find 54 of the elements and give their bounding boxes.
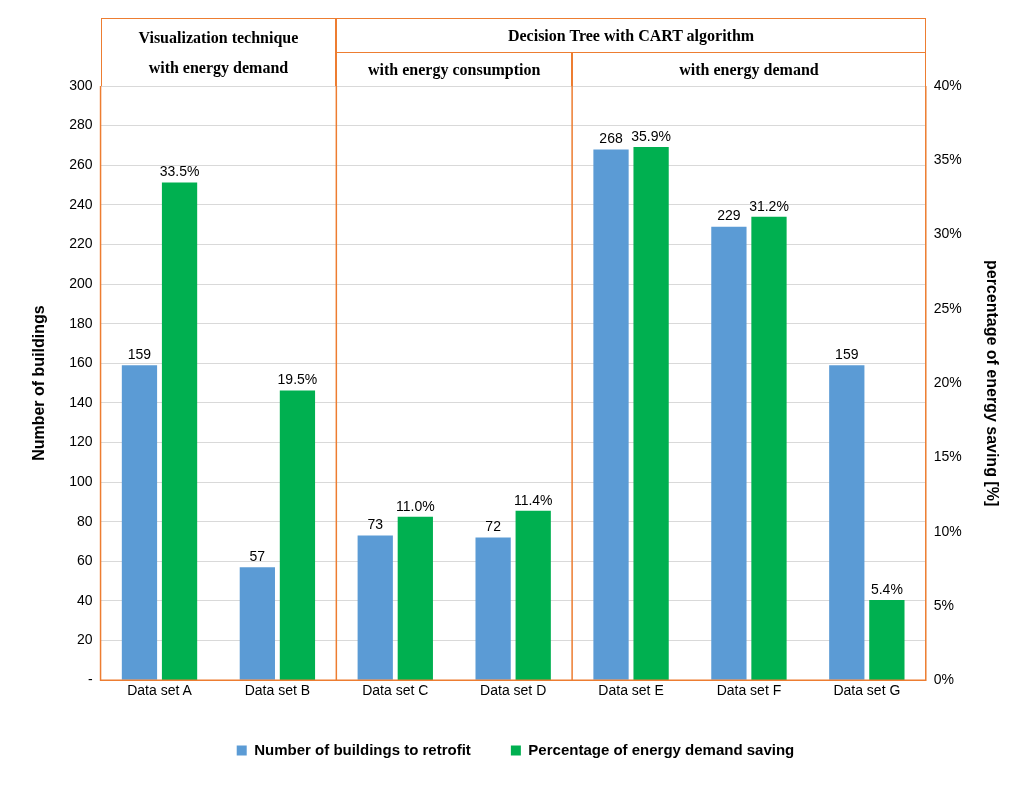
data-label: 19.5% xyxy=(277,371,318,388)
data-label: 159 xyxy=(835,346,859,363)
data-label: 159 xyxy=(127,346,152,363)
y-tick-label: 140 xyxy=(69,393,93,410)
legend-label: Number of buildings to retrofit xyxy=(254,740,471,758)
data-label: 35.9% xyxy=(631,127,671,144)
text: Decision Tree with CART algorithm xyxy=(336,18,926,52)
data-label: 229 xyxy=(717,207,741,224)
y-axis-title: Number of buildings xyxy=(30,305,48,461)
data-label: 57 xyxy=(249,548,266,565)
y-tick-label: 240 xyxy=(69,195,93,212)
x-tick-label: Data set A xyxy=(127,682,193,699)
data-label: 73 xyxy=(367,516,384,533)
y-tick-label: 60 xyxy=(76,552,93,569)
y-tick-label: - xyxy=(87,671,93,688)
legend-label: Percentage of energy demand saving xyxy=(528,740,795,758)
data-label: 5.4% xyxy=(870,580,903,597)
y2-tick-label: 15% xyxy=(933,448,962,465)
text: Visualization technique with energy demand xyxy=(100,18,337,86)
data-label: 268 xyxy=(599,130,623,147)
data-label: 31.2% xyxy=(749,197,789,214)
y-tick-label: 180 xyxy=(69,314,93,331)
y2-tick-label: 10% xyxy=(933,522,962,539)
text: with energy demand xyxy=(572,52,926,86)
y2-tick-label: 35% xyxy=(933,151,962,168)
y2-tick-label: 20% xyxy=(933,373,962,390)
y-tick-label: 80 xyxy=(76,512,93,529)
y-tick-label: 200 xyxy=(69,274,93,291)
x-tick-label: Data set D xyxy=(480,682,547,699)
text: with energy consumption xyxy=(336,52,573,86)
y2-axis-title: percentage of energy saving [%] xyxy=(983,259,1001,507)
y2-tick-label: 5% xyxy=(933,596,955,613)
x-tick-label: Data set F xyxy=(716,682,782,699)
data-label: 11.4% xyxy=(513,491,553,508)
y-tick-label: 220 xyxy=(69,235,93,252)
y-tick-label: 120 xyxy=(69,433,93,450)
y2-tick-label: 30% xyxy=(933,225,962,242)
data-label: 33.5% xyxy=(159,163,200,180)
y-tick-label: 20 xyxy=(76,631,93,648)
y2-tick-label: 0% xyxy=(933,671,955,688)
y-tick-label: 40 xyxy=(76,591,93,608)
x-tick-label: Data set B xyxy=(244,682,311,699)
x-tick-label: Data set C xyxy=(362,682,429,699)
y2-tick-label: 40% xyxy=(933,76,962,93)
y-tick-label: 260 xyxy=(69,156,93,173)
y-tick-label: 280 xyxy=(69,116,93,133)
x-tick-label: Data set G xyxy=(833,682,901,699)
data-label: 11.0% xyxy=(395,497,435,514)
x-tick-label: Data set E xyxy=(598,682,664,699)
data-label: 72 xyxy=(485,518,502,535)
y-tick-label: 300 xyxy=(69,76,93,93)
y-tick-label: 100 xyxy=(69,472,93,489)
y2-tick-label: 25% xyxy=(933,299,962,316)
y-tick-label: 160 xyxy=(69,354,93,371)
